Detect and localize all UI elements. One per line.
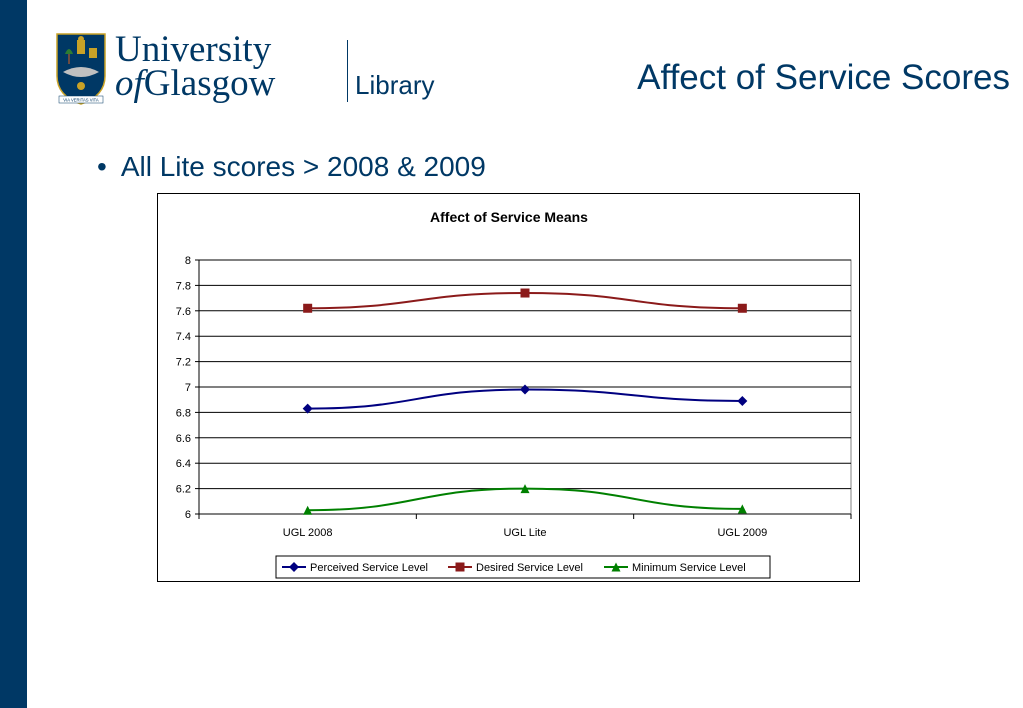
logo-glasgow: Glasgow [143, 63, 276, 104]
legend-label: Perceived Service Level [310, 562, 428, 574]
legend-marker-0 [289, 562, 299, 572]
line-chart: Affect of Service Means 6 6.2 6.4 6.6 6.8 7 7.… [176, 209, 852, 579]
data-point-0 [302, 403, 313, 414]
data-point-2 [520, 484, 530, 494]
data-point-0 [520, 384, 530, 395]
bullet-dot-icon: • [97, 151, 107, 182]
logo-divider [347, 40, 348, 102]
logo-line-glasgow: ofGlasgow [115, 64, 275, 104]
data-point-1 [303, 303, 313, 313]
y-tick-label: 7.8 [176, 280, 191, 292]
crest-icon: VIA VERITAS VITA [56, 33, 106, 105]
legend-label: Minimum Service Level [632, 562, 746, 574]
university-logo: VIA VERITAS VITA University ofGlasgow Li… [55, 29, 434, 110]
data-point-0 [737, 395, 748, 406]
side-bar [0, 0, 27, 708]
legend-marker-2 [611, 562, 621, 572]
logo-of: of [115, 63, 144, 104]
bullet-item: • All Lite scores > 2008 & 2009 [97, 151, 486, 183]
y-tick-label: 7.6 [176, 306, 191, 318]
x-tick-label: UGL 2009 [717, 527, 767, 539]
x-tick-label: UGL Lite [503, 527, 546, 539]
logo-library: Library [355, 70, 435, 100]
y-tick-label: 6.8 [176, 407, 191, 419]
bullet-text: All Lite scores > 2008 & 2009 [120, 151, 486, 182]
data-point-2 [737, 504, 747, 514]
data-point-1 [520, 288, 530, 298]
legend-box [275, 555, 771, 579]
y-tick-label: 6.2 [176, 484, 191, 496]
logo-line-university: University [115, 29, 272, 70]
data-point-1 [737, 303, 747, 313]
chart-title: Affect of Service Means [430, 209, 588, 225]
logo-motto: VIA VERITAS VITA [63, 98, 99, 103]
x-tick-label: UGL 2008 [283, 527, 333, 539]
chart-frame: Affect of Service Means 6 6.2 6.4 6.6 6.8 7 7.… [157, 193, 860, 582]
y-tick-label: 8 [185, 255, 191, 267]
legend-marker-1 [455, 562, 465, 572]
y-tick-label: 7.2 [176, 357, 191, 369]
y-tick-label: 6.6 [176, 433, 191, 445]
slide-title: Affect of Service Scores [637, 58, 1010, 97]
legend-label: Desired Service Level [476, 562, 583, 574]
y-tick-label: 7.4 [176, 331, 191, 343]
y-tick-label: 6 [185, 509, 191, 521]
y-tick-label: 7 [185, 382, 191, 394]
y-tick-label: 6.4 [176, 458, 191, 470]
data-point-2 [303, 505, 313, 515]
